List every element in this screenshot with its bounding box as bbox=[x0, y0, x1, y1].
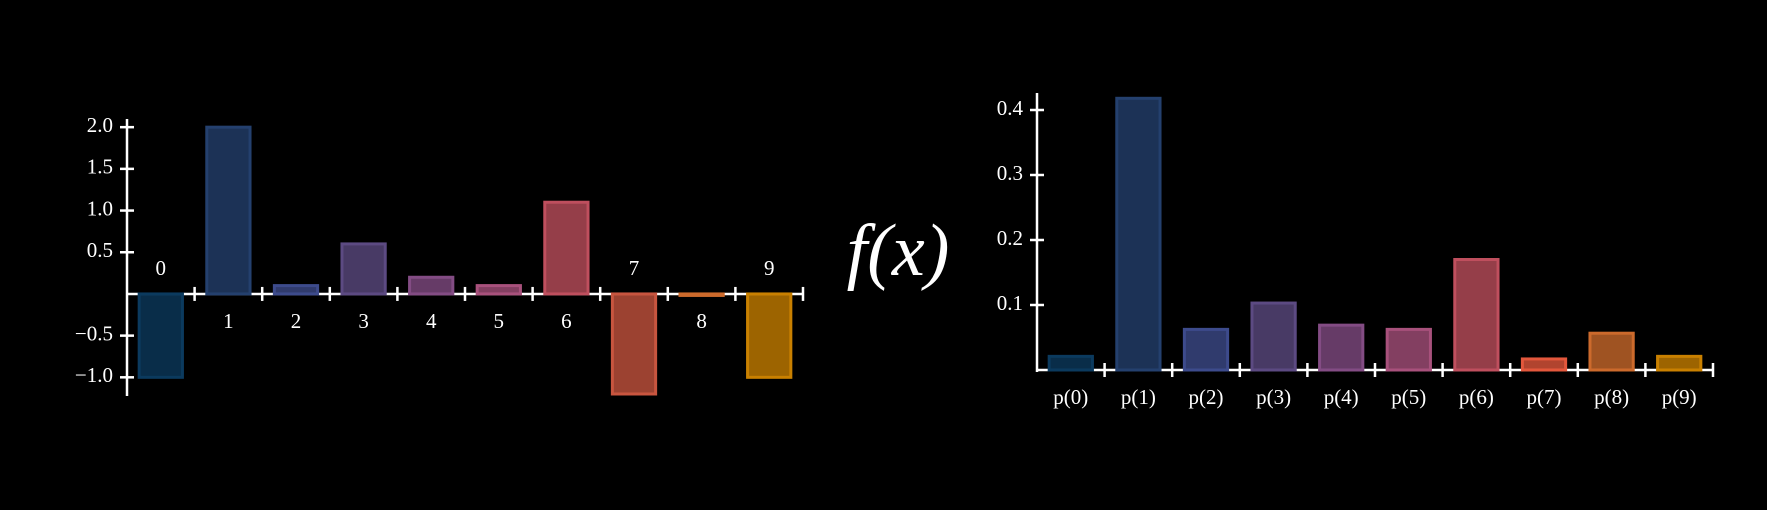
bar bbox=[340, 242, 387, 296]
y-tick-label: 1.5 bbox=[87, 155, 113, 179]
bar bbox=[1047, 354, 1094, 372]
bar bbox=[1182, 327, 1230, 372]
x-tick-label: 4 bbox=[426, 309, 437, 333]
x-tick-label: p(8) bbox=[1594, 385, 1629, 409]
x-tick-label: p(4) bbox=[1324, 385, 1359, 409]
y-tick-label: 0.1 bbox=[997, 291, 1023, 315]
x-tick-label: p(2) bbox=[1189, 385, 1224, 409]
bar bbox=[1588, 331, 1635, 372]
bar bbox=[1453, 258, 1500, 372]
function-label: f(x) bbox=[847, 210, 950, 292]
bar bbox=[610, 292, 658, 396]
y-tick-label: −1.0 bbox=[75, 363, 113, 387]
x-tick-label: p(7) bbox=[1527, 385, 1562, 409]
x-tick-label: 7 bbox=[629, 256, 640, 280]
bar bbox=[1115, 96, 1162, 372]
x-tick-label: p(5) bbox=[1391, 385, 1426, 409]
bar bbox=[1318, 323, 1365, 372]
bar bbox=[1385, 327, 1432, 372]
bar bbox=[543, 200, 590, 296]
x-tick-label: 6 bbox=[561, 309, 572, 333]
bar bbox=[137, 292, 184, 379]
bar bbox=[205, 125, 252, 296]
bar bbox=[408, 275, 455, 296]
x-tick-label: p(6) bbox=[1459, 385, 1494, 409]
y-tick-label: 2.0 bbox=[87, 113, 113, 137]
y-tick-label: 0.3 bbox=[997, 161, 1023, 185]
bar bbox=[678, 292, 725, 297]
bar bbox=[272, 284, 320, 296]
x-tick-label: p(3) bbox=[1256, 385, 1291, 409]
x-tick-label: p(9) bbox=[1662, 385, 1697, 409]
bar bbox=[1250, 301, 1297, 372]
bar bbox=[475, 284, 522, 296]
y-tick-label: 0.2 bbox=[997, 226, 1023, 250]
x-tick-label: 5 bbox=[494, 309, 505, 333]
x-tick-label: 9 bbox=[764, 256, 775, 280]
bar bbox=[1656, 354, 1703, 372]
bar bbox=[746, 292, 793, 379]
x-tick-label: 0 bbox=[156, 256, 167, 280]
y-tick-label: 0.5 bbox=[87, 238, 113, 262]
y-tick-label: 0.4 bbox=[997, 96, 1024, 120]
x-tick-label: 2 bbox=[291, 309, 302, 333]
x-tick-label: 1 bbox=[223, 309, 234, 333]
y-tick-label: 1.0 bbox=[87, 196, 113, 220]
x-tick-label: p(1) bbox=[1121, 385, 1156, 409]
x-tick-label: 3 bbox=[358, 309, 369, 333]
bar bbox=[1520, 357, 1568, 372]
x-tick-label: p(0) bbox=[1053, 385, 1088, 409]
y-tick-label: −0.5 bbox=[75, 321, 113, 345]
x-tick-label: 8 bbox=[696, 309, 707, 333]
